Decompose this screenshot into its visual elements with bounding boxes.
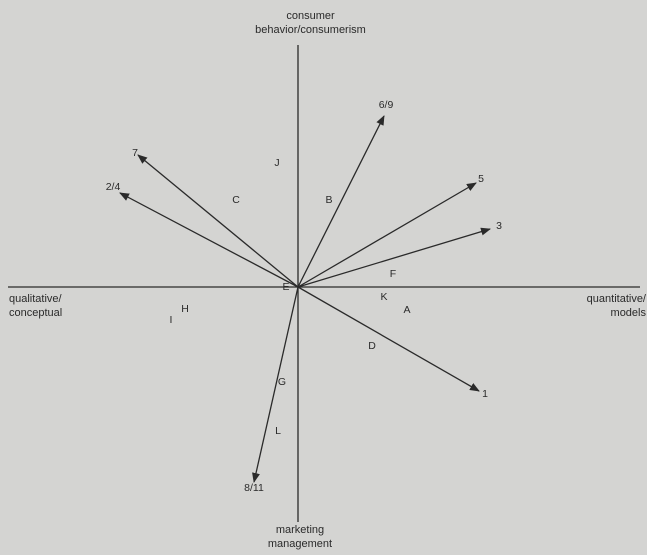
bottom-axis-label-line-1: marketing	[275, 524, 325, 536]
point-label: I	[170, 314, 173, 326]
right-axis-label-line-2: models	[610, 307, 646, 319]
vector-arrow	[297, 115, 385, 288]
right-axis-label: quantitative/ models	[555, 292, 646, 320]
bottom-axis-label-line-2: management	[267, 538, 333, 550]
point-label: G	[278, 376, 286, 388]
vector-arrow	[297, 182, 477, 288]
point-label: A	[403, 304, 410, 316]
point-label: L	[275, 425, 281, 437]
point-label: D	[368, 340, 376, 352]
left-axis-label-line-1: qualitative/	[9, 293, 62, 305]
point-label: F	[390, 268, 396, 280]
point-label: K	[380, 291, 387, 303]
vector-arrow	[252, 286, 299, 483]
left-axis-label-line-2: conceptual	[9, 307, 63, 319]
vector-label: 1	[482, 388, 488, 400]
point-label: E	[282, 281, 289, 293]
left-axis-label: qualitative/ conceptual	[9, 292, 62, 320]
point-label: C	[232, 194, 240, 206]
vector-arrow	[119, 192, 299, 288]
top-axis-label-line-2: behavior/consumerism	[255, 24, 366, 36]
bottom-axis-label: marketing management	[250, 523, 350, 551]
vector-arrow	[297, 286, 480, 392]
vector-label: 8/11	[244, 482, 264, 494]
right-axis-label-line-1: quantitative/	[586, 293, 646, 305]
vector-group: 6/9 5 3 7 2/4 1 8/11	[106, 99, 502, 494]
point-label: B	[325, 194, 332, 206]
top-axis-label-line-1: consumer	[286, 10, 335, 22]
point-label: H	[181, 303, 189, 315]
point-label: J	[274, 157, 279, 169]
vector-label: 5	[478, 173, 484, 185]
vector-label: 2/4	[106, 181, 121, 193]
vector-label: 7	[132, 147, 138, 159]
vector-label: 3	[496, 220, 502, 232]
point-label-group: J C B F E K A HI D G L	[170, 157, 411, 437]
vector-arrow	[297, 227, 491, 288]
top-axis-label: consumer behavior/consumerism	[248, 9, 373, 37]
vector-arrow	[137, 154, 299, 288]
vector-label: 6/9	[379, 99, 394, 111]
